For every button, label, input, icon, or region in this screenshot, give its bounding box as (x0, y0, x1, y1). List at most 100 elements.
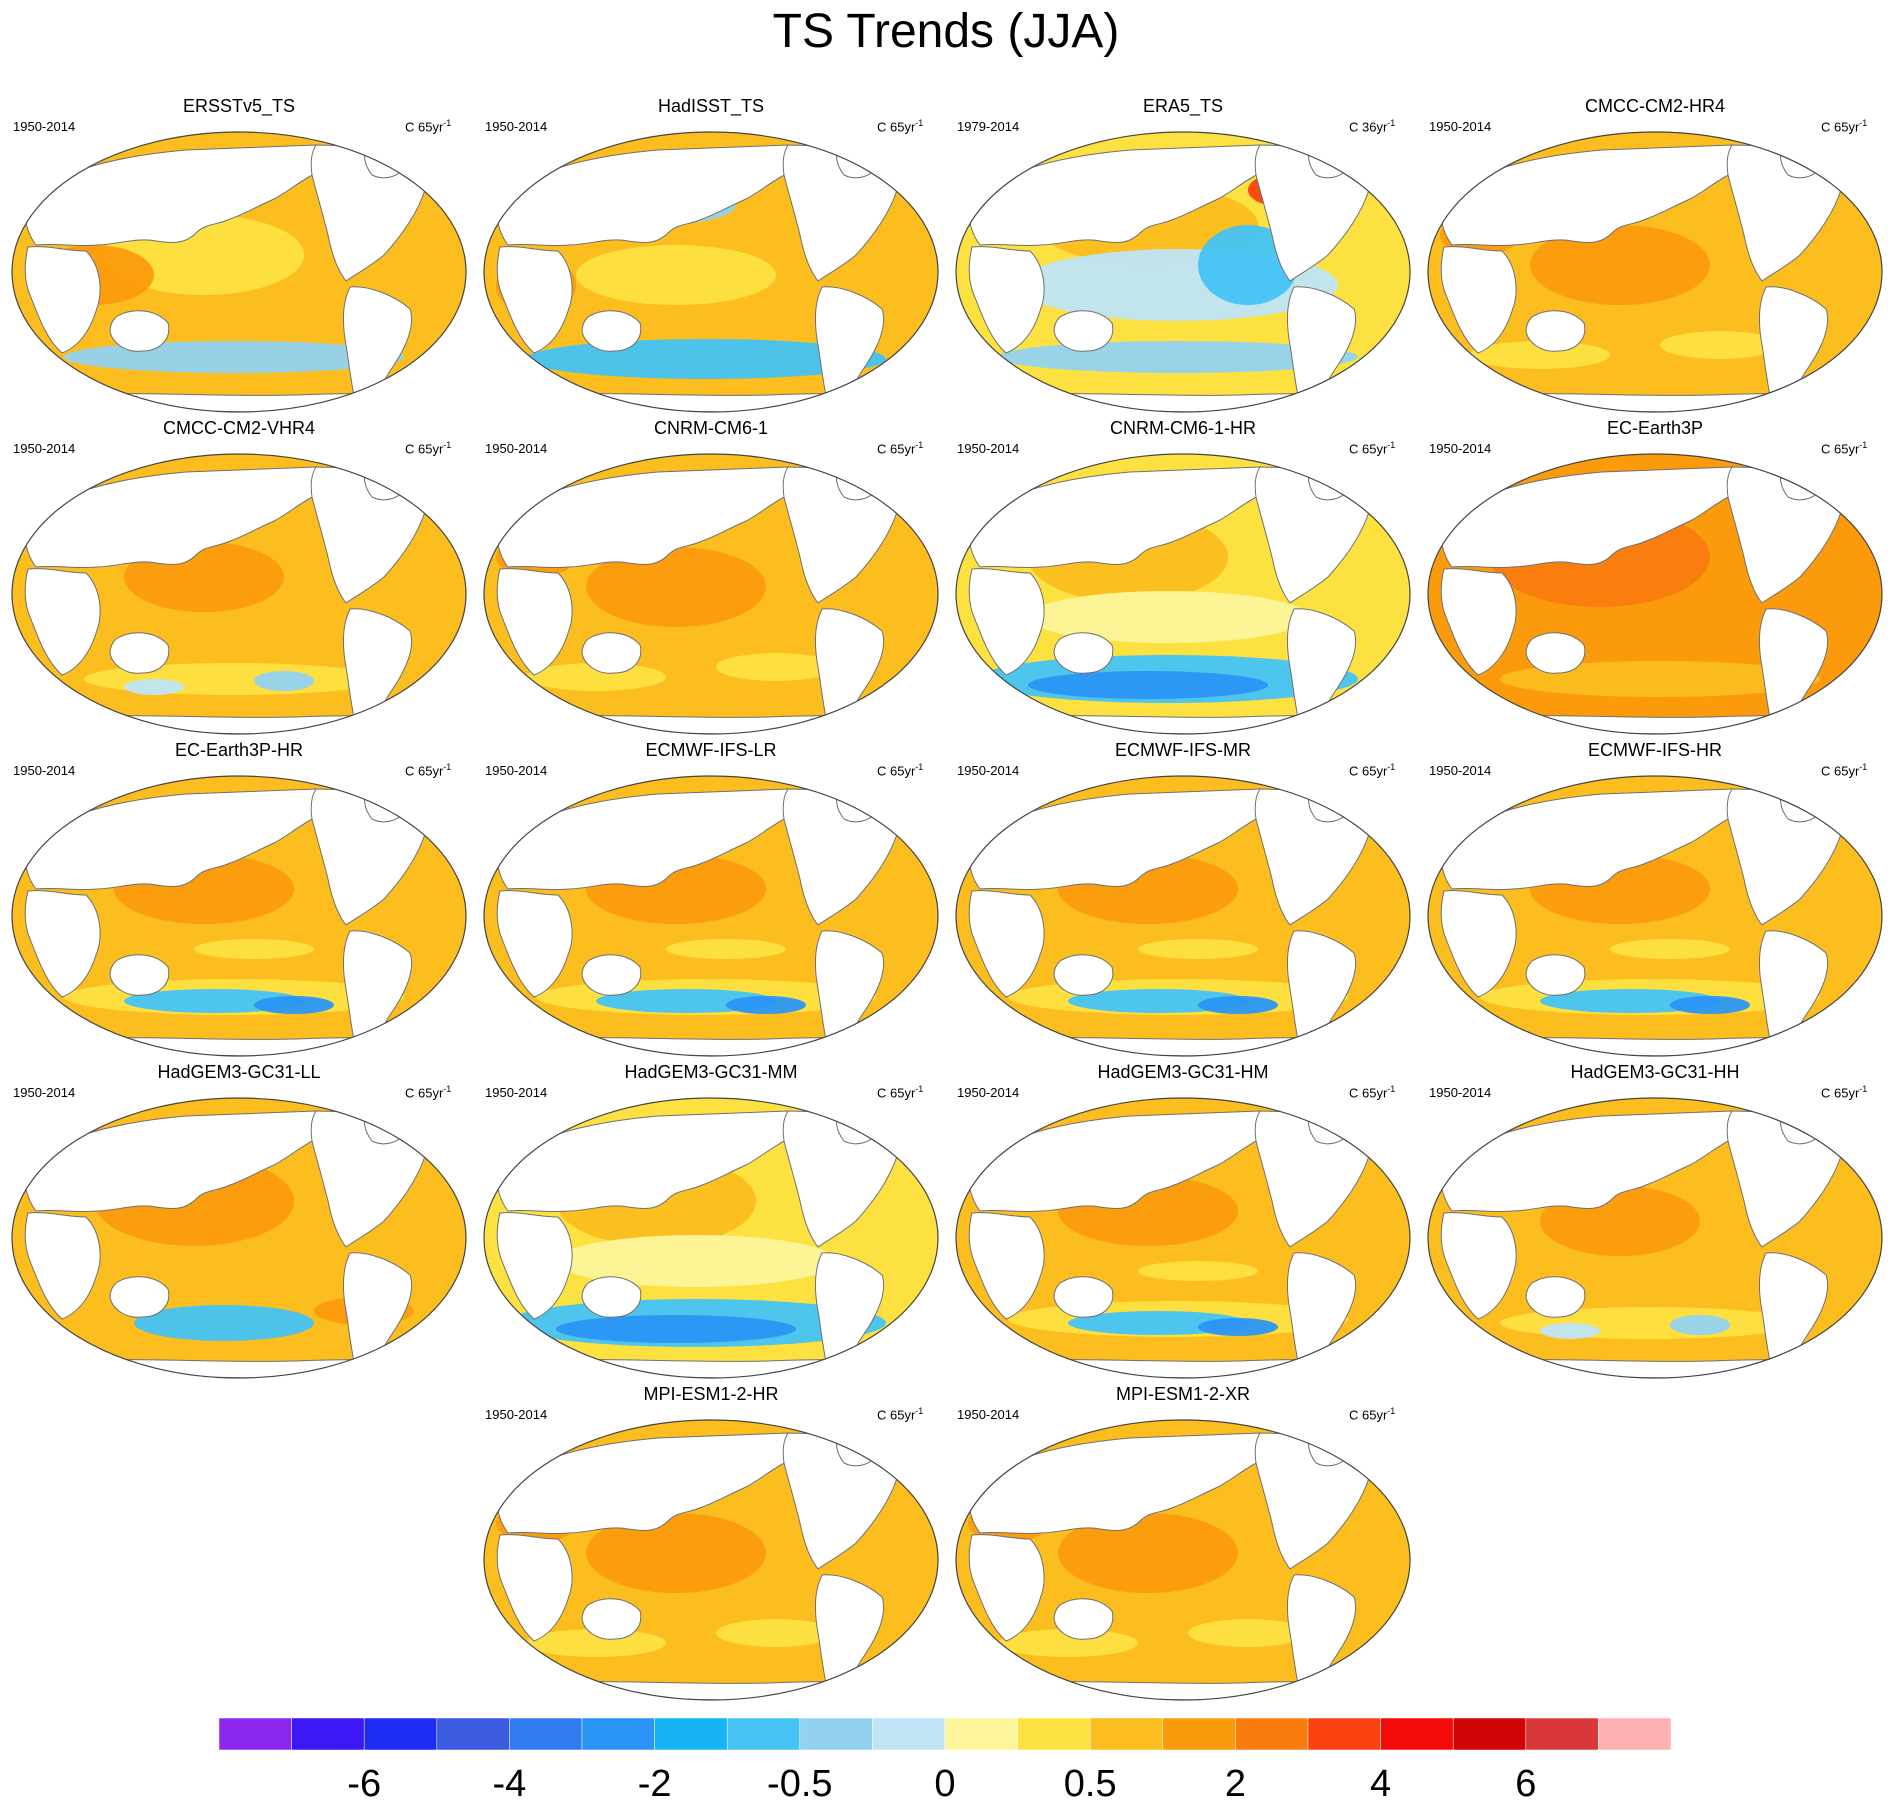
colorbar-box (509, 1718, 583, 1750)
units-exponent: -1 (1859, 762, 1868, 772)
map-border (955, 1419, 1411, 1701)
trend-region (586, 1513, 766, 1593)
panel-title: HadGEM3-GC31-HM (1097, 1062, 1269, 1082)
colorbar-box (872, 1718, 946, 1750)
land-asia (967, 1110, 1271, 1213)
map-plot (483, 1419, 939, 1701)
trend-region (556, 1235, 836, 1287)
trend-region (1470, 341, 1610, 369)
colorbar-label: 6 (1515, 1763, 1537, 1805)
map-border (1427, 775, 1883, 1057)
land-asia (1439, 788, 1743, 891)
land-africa (24, 1212, 101, 1320)
map-border (11, 775, 467, 1057)
trend-region (526, 1629, 666, 1657)
panel-period: 1950-2014 (13, 763, 76, 778)
panel-period: 1950-2014 (1429, 441, 1492, 456)
colorbar-label: -4 (492, 1763, 527, 1805)
land-africa (1440, 568, 1517, 676)
land-samerica (814, 286, 885, 412)
trend-region (1198, 1318, 1278, 1336)
map-plot (483, 131, 939, 413)
land-australia (1525, 954, 1586, 996)
units-span: 65yr (890, 1085, 916, 1101)
panel-title: MPI-ESM1-2-HR (643, 1384, 779, 1404)
land-africa (24, 568, 101, 676)
land-antarctica (1019, 1681, 1371, 1700)
land-antarctica (75, 1037, 427, 1056)
panel-period: 1950-2014 (1429, 119, 1492, 134)
panel-units: C 65yr-1 (1349, 1403, 1395, 1423)
colorbar-label: 0 (934, 1763, 956, 1805)
trend-region (666, 939, 786, 959)
panel-title: HadGEM3-GC31-HH (1570, 1062, 1740, 1082)
panel-title: CMCC-CM2-VHR4 (163, 418, 315, 438)
map-border (483, 1419, 939, 1701)
units-exponent: -1 (1859, 1084, 1868, 1094)
map-border (11, 453, 467, 735)
land-africa (496, 1534, 573, 1642)
land-antarctica (1019, 1359, 1371, 1378)
map-border (483, 1097, 939, 1379)
units-prefix: C (877, 119, 890, 135)
trend-region (1670, 1315, 1730, 1335)
map-border (1427, 131, 1883, 413)
map-border (11, 1097, 467, 1379)
trend-region (124, 679, 184, 695)
map-plot (1427, 131, 1883, 413)
panel-units: C 65yr-1 (877, 759, 923, 779)
panel-units: C 65yr-1 (877, 1403, 923, 1423)
map-border (955, 775, 1411, 1057)
map-plot (955, 453, 1411, 735)
land-antarctica (1491, 1359, 1843, 1378)
panel-period: 1950-2014 (485, 441, 548, 456)
map-border (1427, 453, 1883, 735)
panel-period: 1950-2014 (1429, 763, 1492, 778)
colorbar-label: 0.5 (1063, 1763, 1117, 1805)
trend-region (254, 996, 334, 1014)
units-prefix: C (877, 1085, 890, 1101)
trend-region (556, 1315, 796, 1343)
land-asia (495, 144, 799, 247)
units-exponent: -1 (1387, 1084, 1396, 1094)
colorbar-label: -0.5 (767, 1763, 833, 1805)
units-prefix: C (1349, 1407, 1362, 1423)
panel-period: 1950-2014 (1429, 1085, 1492, 1100)
panel-units: C 65yr-1 (877, 115, 923, 135)
land-asia (967, 1432, 1271, 1535)
trend-region (1530, 225, 1710, 305)
colorbar-box (363, 1718, 438, 1750)
map-panel: CMCC-CM2-VHR4 1950-2014 C 65yr-1 (4, 417, 474, 737)
units-exponent: -1 (915, 762, 924, 772)
units-span: 65yr (1834, 763, 1860, 779)
units-prefix: C (1349, 119, 1362, 135)
panel-units: C 65yr-1 (1349, 759, 1395, 779)
land-australia (1525, 1276, 1586, 1318)
units-span: 65yr (890, 119, 916, 135)
map-plot (11, 131, 467, 413)
trend-region (194, 939, 314, 959)
land-antarctica (75, 1359, 427, 1378)
panel-units: C 65yr-1 (1821, 1081, 1867, 1101)
trend-region (1500, 661, 1820, 697)
units-prefix: C (405, 119, 418, 135)
units-exponent: -1 (1859, 118, 1868, 128)
units-exponent: -1 (1859, 440, 1868, 450)
panel-period: 1950-2014 (957, 1407, 1020, 1422)
land-asia (23, 144, 327, 247)
panel-title: CNRM-CM6-1-HR (1110, 418, 1256, 438)
units-span: 65yr (1834, 441, 1860, 457)
map-panel: ECMWF-IFS-MR 1950-2014 C 65yr-1 (948, 739, 1418, 1059)
panel-units: C 65yr-1 (405, 115, 451, 135)
trend-region (1670, 996, 1750, 1014)
land-samerica (1758, 608, 1829, 734)
map-panel: HadGEM3-GC31-HM 1950-2014 C 65yr-1 (948, 1061, 1418, 1381)
map-panel: MPI-ESM1-2-HR 1950-2014 C 65yr-1 (476, 1383, 946, 1703)
land-africa (968, 1212, 1045, 1320)
panel-units: C 65yr-1 (405, 759, 451, 779)
colorbar-label: -2 (637, 1763, 672, 1805)
panel-period: 1950-2014 (485, 763, 548, 778)
units-prefix: C (1349, 1085, 1362, 1101)
colorbar-box (1162, 1718, 1236, 1750)
panel-period: 1950-2014 (13, 119, 76, 134)
